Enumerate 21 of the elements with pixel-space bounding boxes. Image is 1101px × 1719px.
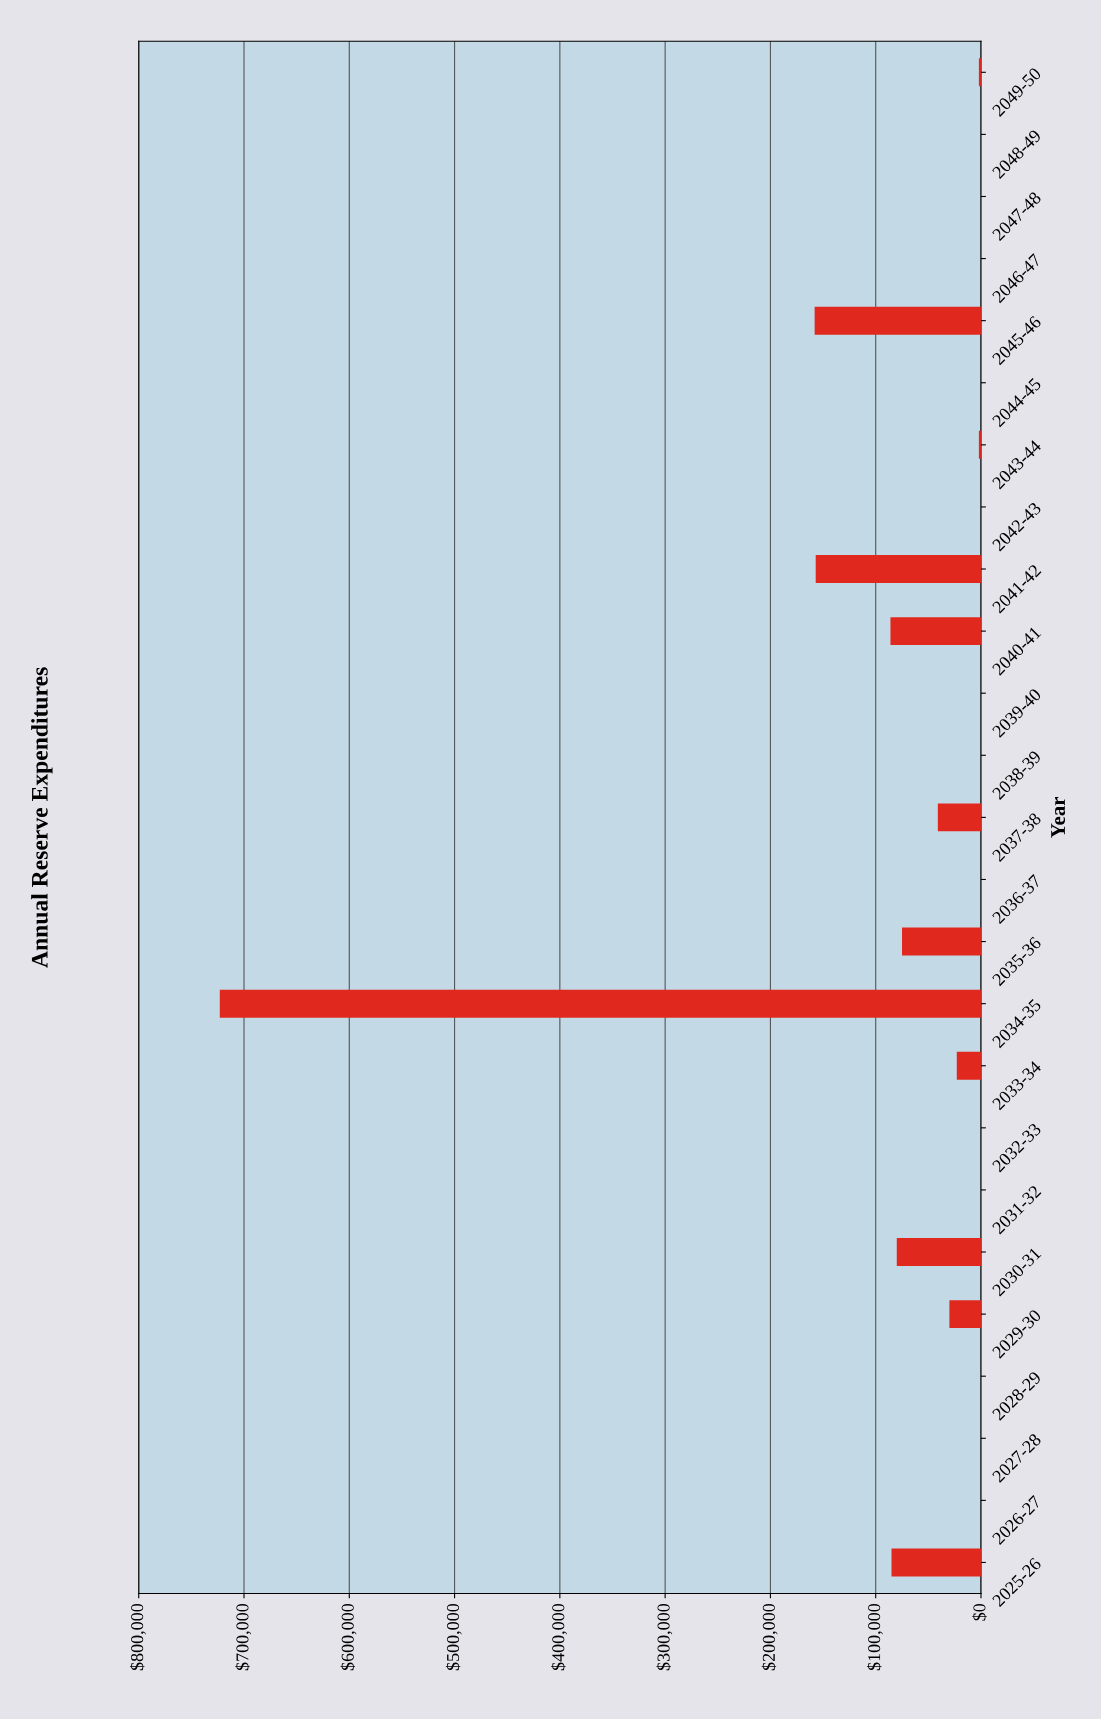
x-tick-label: $800,000 (129, 1603, 146, 1671)
bar (902, 927, 981, 956)
bar (219, 989, 981, 1018)
bar (814, 306, 981, 335)
bar (949, 1300, 981, 1329)
x-tick-label: $400,000 (551, 1603, 567, 1671)
x-tick-label: $100,000 (866, 1603, 883, 1671)
bar (815, 555, 981, 583)
x-tick-label: $600,000 (340, 1603, 357, 1671)
bar (937, 803, 981, 832)
y-axis-title: Year (1051, 797, 1066, 838)
bar (896, 1238, 981, 1266)
bar (956, 1051, 981, 1080)
x-tick-label: $300,000 (656, 1603, 673, 1671)
x-tick-label: $200,000 (761, 1603, 778, 1671)
x-tick-label: $700,000 (235, 1603, 252, 1671)
x-tick-label: $500,000 (445, 1603, 462, 1671)
bar (891, 1548, 981, 1577)
text: Annual Reserve Expenditures (31, 667, 53, 968)
bar (890, 617, 981, 646)
x-tick-label: $0 (972, 1603, 987, 1621)
